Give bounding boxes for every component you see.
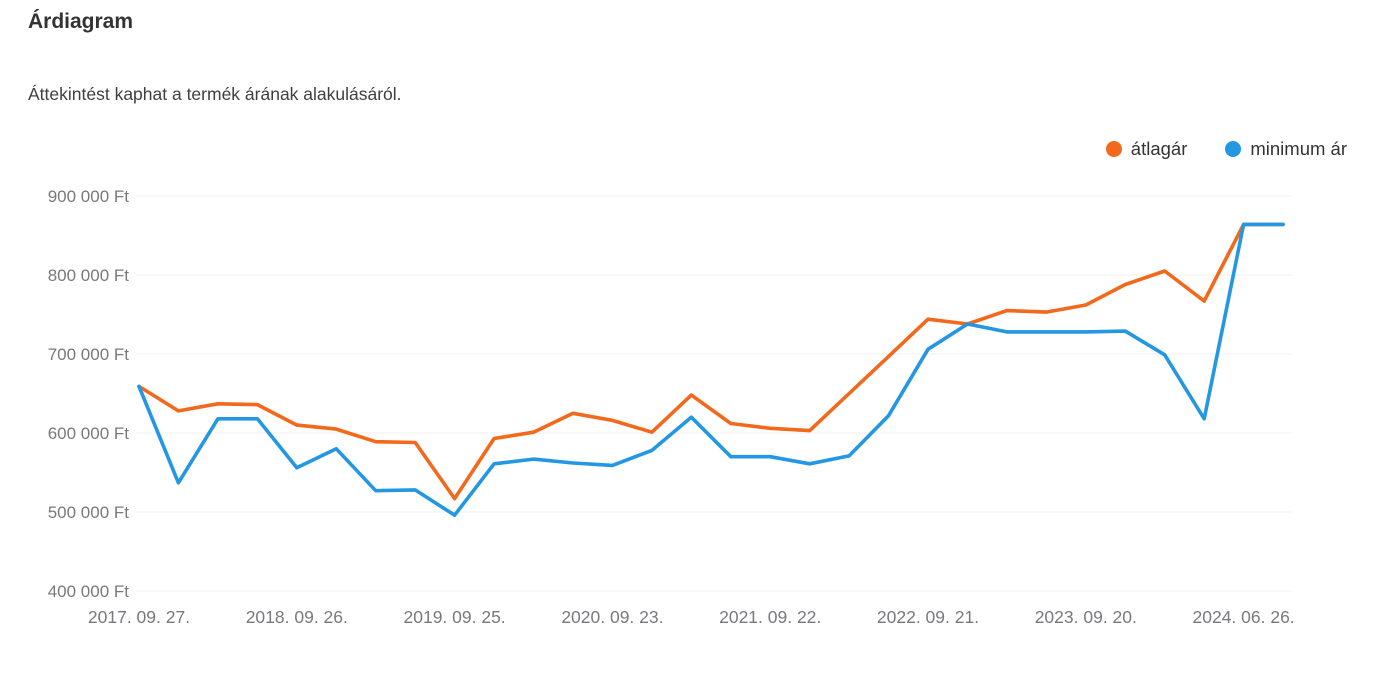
price-chart[interactable]: 900 000 Ft 800 000 Ft 700 000 Ft 600 000 Ft… — [0, 180, 1378, 660]
x-axis-tick-label: 2023. 09. 20. — [1035, 607, 1137, 627]
x-axis-tick-label: 2022. 09. 21. — [877, 607, 979, 627]
y-axis-tick-label: 500 000 Ft — [48, 503, 130, 522]
legend-item-minimum-price[interactable]: minimum ár — [1225, 138, 1347, 160]
x-axis-tick-label: 2018. 09. 26. — [246, 607, 348, 627]
legend-dot-average-price-icon — [1105, 141, 1122, 157]
y-axis-tick-label: 700 000 Ft — [48, 345, 130, 364]
y-axis-tick-label: 600 000 Ft — [48, 424, 130, 443]
y-axis-tick-label: 900 000 Ft — [48, 187, 130, 206]
page-title: Árdiagram — [28, 10, 134, 33]
x-axis-tick-label: 2020. 09. 23. — [561, 607, 663, 627]
series-line-average-price[interactable] — [137, 222, 1285, 501]
x-axis-tick-label: 2024. 06. 26. — [1193, 607, 1295, 627]
series-line-minimum-price[interactable] — [137, 222, 1285, 518]
page-subtitle: Áttekintést kaphat a termék árának alaku… — [28, 84, 402, 104]
x-axis-tick-label: 2019. 09. 25. — [404, 607, 506, 627]
x-axis-tick-label: 2017. 09. 27. — [88, 607, 190, 627]
legend-label-minimum-price: minimum ár — [1250, 138, 1347, 159]
chart-canvas[interactable]: 900 000 Ft 800 000 Ft 700 000 Ft 600 000 Ft… — [0, 180, 1378, 660]
y-axis-tick-label: 800 000 Ft — [48, 266, 130, 285]
y-axis-tick-label: 400 000 Ft — [48, 582, 130, 601]
legend-dot-minimum-price-icon — [1225, 141, 1242, 157]
legend-item-average-price[interactable]: átlagár — [1105, 138, 1188, 160]
legend-label-average-price: átlagár — [1130, 138, 1188, 159]
x-axis-tick-label: 2021. 09. 22. — [719, 607, 821, 627]
chart-legend: átlagár minimum ár — [1105, 138, 1347, 160]
